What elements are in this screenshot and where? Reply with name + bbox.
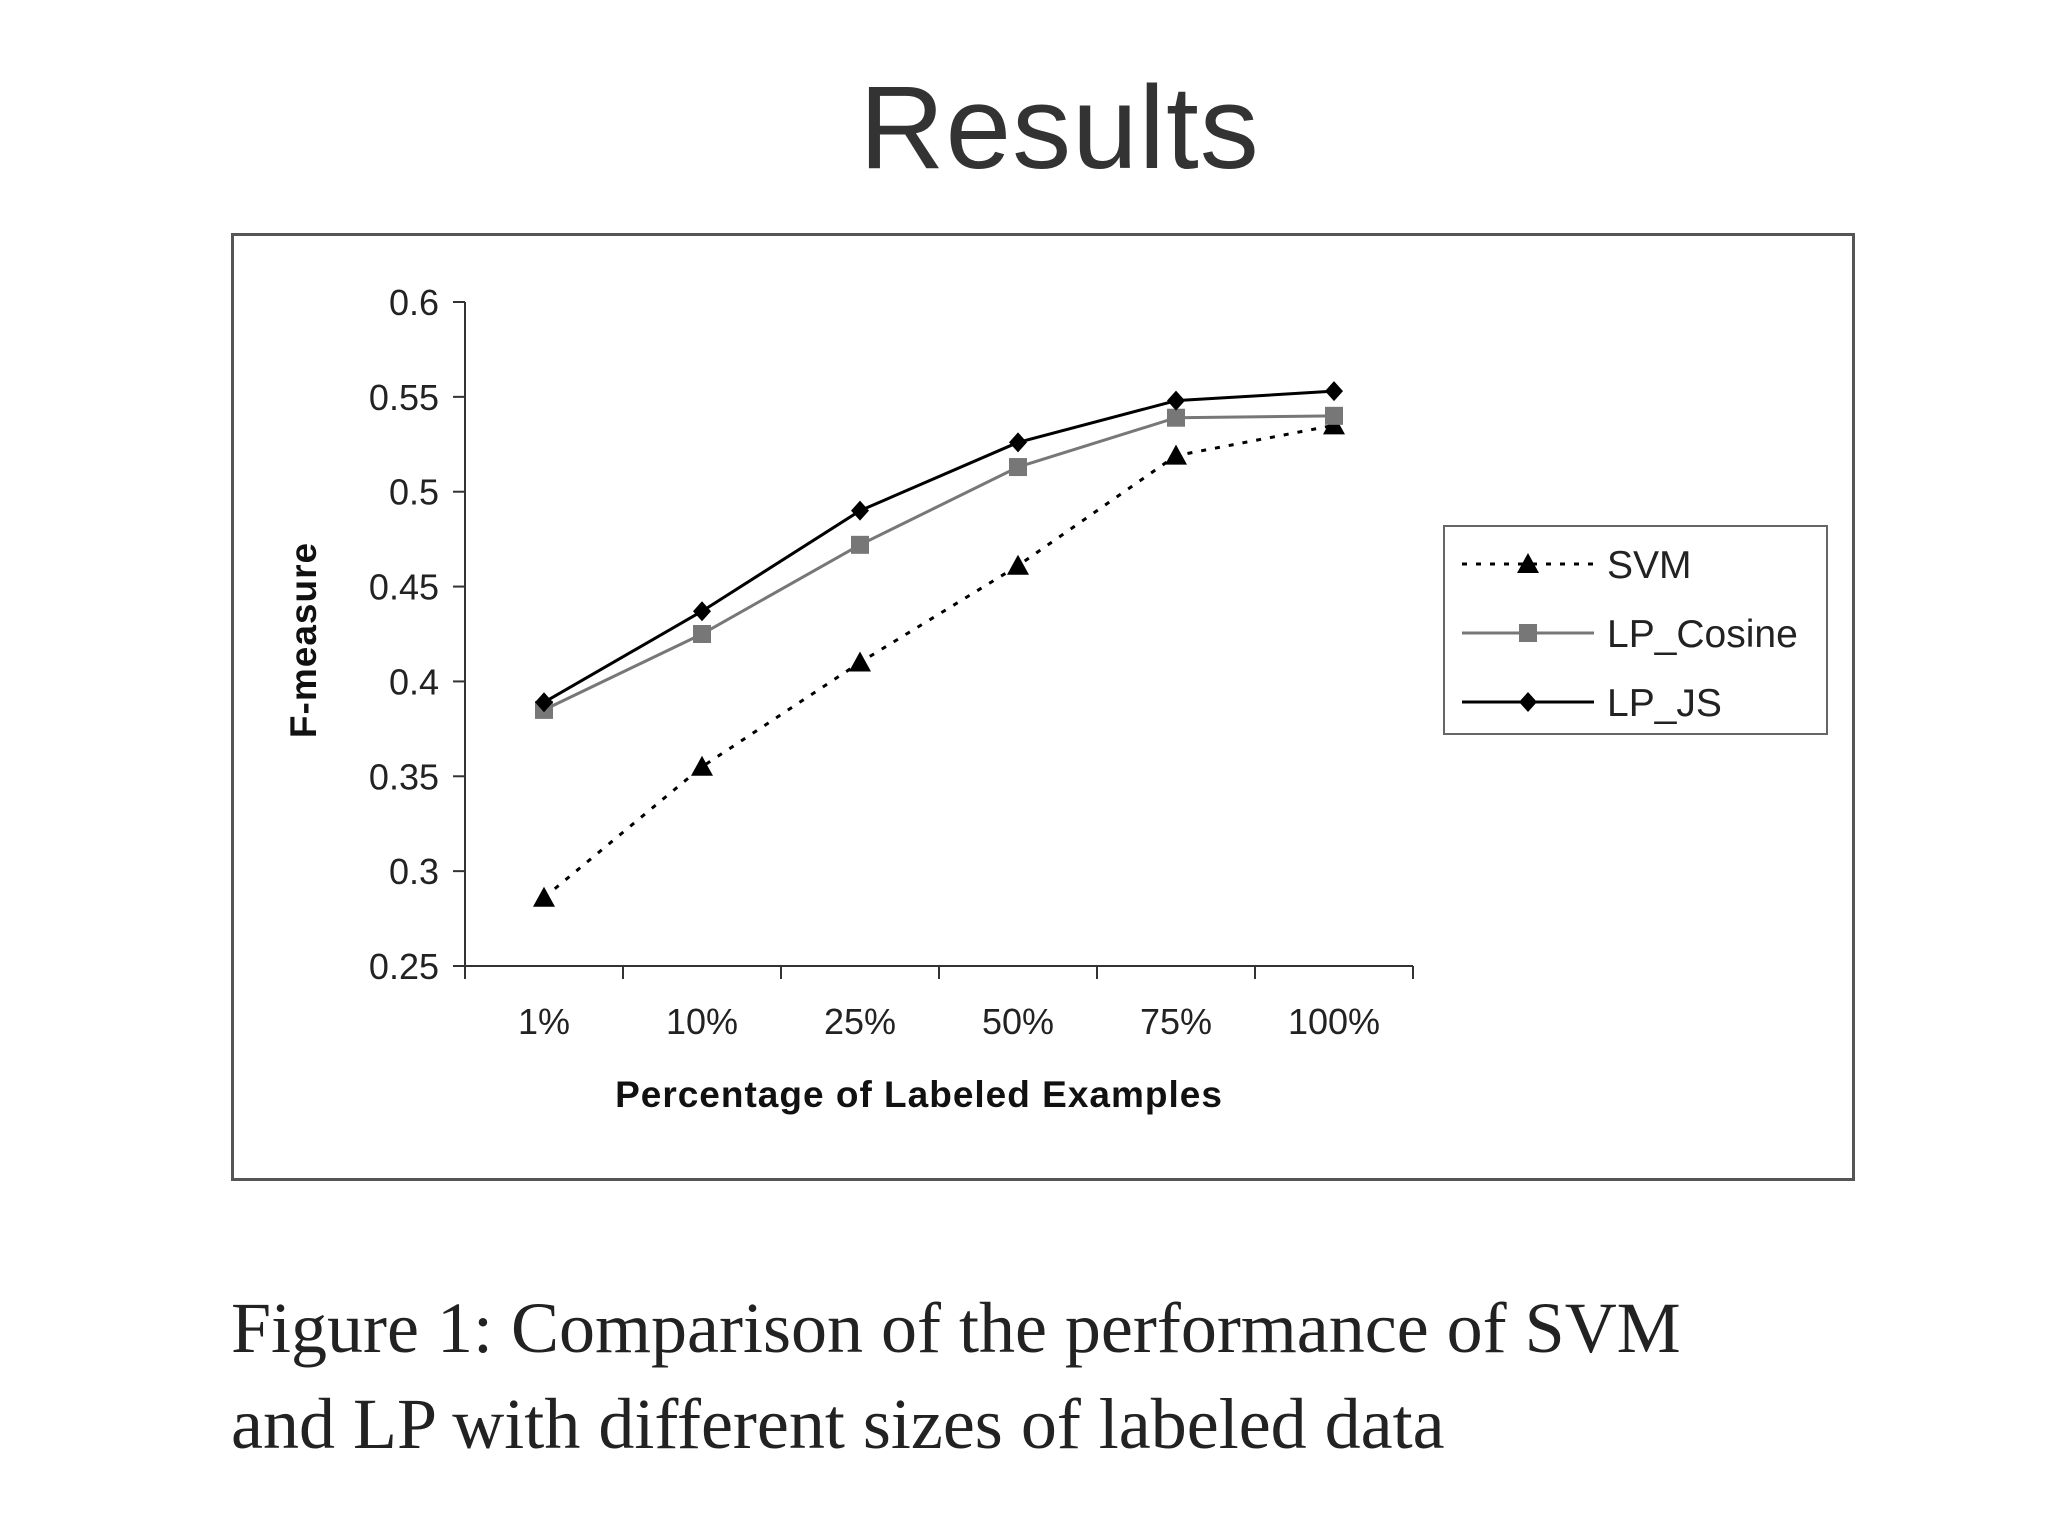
data-point-svm [849, 651, 871, 672]
caption-line-1: Figure 1: Comparison of the performance … [231, 1288, 1681, 1368]
x-tick-label: 75% [1140, 1001, 1212, 1042]
y-tick-label: 0.4 [389, 661, 439, 702]
y-tick-label: 0.5 [389, 472, 439, 513]
x-axis-title: Percentage of Labeled Examples [615, 1074, 1223, 1115]
x-tick-label: 100% [1288, 1001, 1380, 1042]
data-point-lp-cosine [1325, 406, 1343, 425]
data-point-lp-js [693, 601, 711, 622]
y-tick-label: 0.35 [369, 756, 439, 797]
series-line-lp-cosine [543, 414, 1335, 712]
data-point-lp-js [1009, 432, 1027, 453]
slide-title: Results [859, 62, 1260, 194]
legend-label-svm: SVM [1607, 544, 1692, 587]
data-point-lp-js [535, 692, 553, 713]
data-point-svm [1165, 444, 1187, 465]
x-tick-label: 50% [982, 1001, 1054, 1042]
legend: SVM LP_Cosine LP_JS [1443, 525, 1828, 735]
data-point-svm [1007, 554, 1029, 575]
legend-marker-lp-cosine [1519, 624, 1537, 642]
legend-label-lp-cosine: LP_Cosine [1607, 613, 1798, 656]
x-tick-label: 1% [518, 1001, 570, 1042]
data-point-svm [691, 755, 713, 776]
data-point-lp-cosine [1167, 408, 1185, 427]
data-point-lp-js [1167, 390, 1185, 411]
data-point-lp-cosine [693, 625, 711, 643]
legend-box [1443, 525, 1828, 735]
y-tick-label: 0.3 [389, 851, 439, 892]
series-svm [533, 414, 1345, 907]
x-tick-label: 25% [824, 1001, 896, 1042]
data-point-lp-cosine [851, 535, 869, 554]
data-point-svm [533, 886, 555, 907]
y-tick-label: 0.55 [369, 377, 439, 418]
legend-label-lp-js: LP_JS [1607, 682, 1722, 725]
series-lp-cosine [535, 406, 1343, 719]
series-line-svm [543, 423, 1335, 899]
y-tick-label: 0.6 [389, 282, 439, 323]
y-axis-title: F-measure [283, 542, 324, 738]
series-lp-js [535, 381, 1343, 713]
series-line-lp-js [543, 389, 1335, 704]
y-tick-label: 0.45 [369, 567, 439, 608]
y-tick-label: 0.25 [369, 946, 439, 987]
data-point-lp-js [1325, 381, 1343, 402]
x-tick-label: 10% [666, 1001, 738, 1042]
figure-caption: Figure 1: Comparison of the performance … [231, 1280, 1871, 1472]
data-point-lp-js [851, 500, 869, 521]
caption-line-2: and LP with different sizes of labeled d… [231, 1384, 1445, 1464]
data-point-lp-cosine [1009, 458, 1027, 477]
legend-marker-svm [1517, 553, 1539, 573]
legend-marker-lp-js [1519, 692, 1537, 712]
